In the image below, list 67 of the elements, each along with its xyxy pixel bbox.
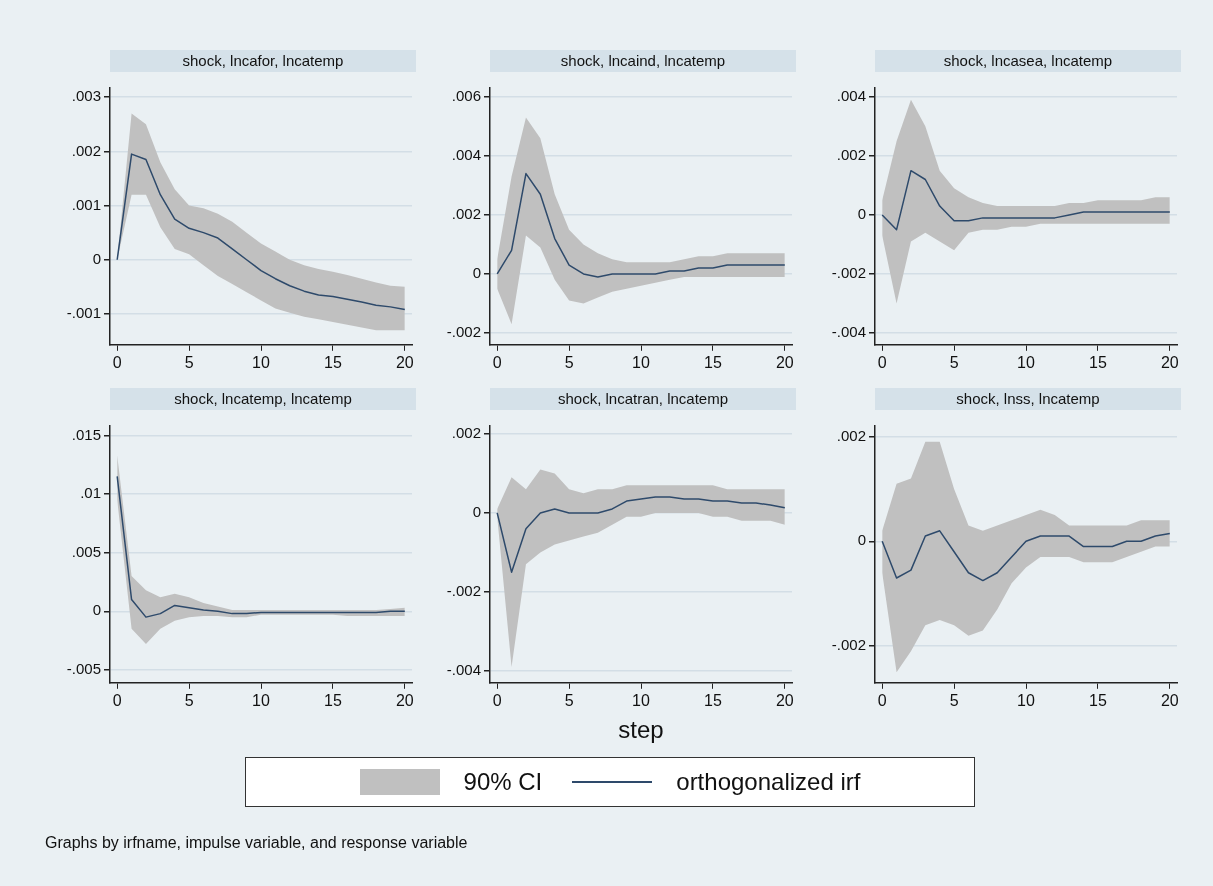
y-tick-label: -.004 [446,661,481,679]
x-tick-label: 5 [184,353,194,371]
y-tick-label: .005 [71,542,101,560]
y-tick-label: 0 [472,264,481,282]
legend-title: 90% CI [463,768,543,796]
x-tick-label: 15 [324,353,342,371]
x-tick-label: 0 [877,353,887,371]
x-tick-label: 0 [112,691,122,709]
x-tick-label: 0 [877,691,887,709]
x-tick-label: 10 [252,691,270,709]
chart-title: shock, lncasea, lncatemp [875,50,1181,72]
y-tick-label: .006 [451,87,481,104]
chart-title: shock, lnss, lncatemp [875,388,1181,410]
x-tick-label: 0 [492,353,502,371]
x-tick-label: 15 [324,691,342,709]
y-tick-label: -.004 [831,323,866,341]
x-tick-label: 20 [395,353,414,371]
x-tick-label: 20 [1160,691,1179,709]
x-tick-label: 10 [1017,691,1035,709]
y-tick-label: .003 [71,87,101,105]
y-tick-label: .002 [451,424,481,442]
y-tick-label: 0 [472,503,481,521]
y-tick-label: .002 [451,205,481,223]
x-tick-label: 5 [949,353,959,371]
y-tick-label: 0 [92,249,101,267]
y-tick-label: .015 [71,425,101,443]
x-tick-label: 10 [632,691,650,709]
y-tick-label: -.005 [66,660,101,678]
text: Graphs by irfname, impulse variable, and response variable [45,834,468,852]
chart-title: shock, lncatemp, lncatemp [110,388,416,410]
legend-label: orthogonalized irf [676,768,861,796]
y-tick-label: .01 [80,484,101,502]
x-tick-label: 10 [632,353,650,371]
y-tick-label: 0 [857,531,866,549]
x-tick-label: 5 [564,353,574,371]
y-tick-label: .002 [71,141,101,159]
x-tick-label: 20 [775,353,794,371]
x-tick-label: 15 [1089,691,1107,709]
x-tick-label: 10 [252,353,270,371]
y-tick-label: -.002 [831,636,866,654]
x-tick-label: 5 [564,691,574,709]
x-tick-label: 15 [704,691,722,709]
x-tick-label: 20 [775,691,794,709]
chart-title: shock, lncatran, lncatemp [490,388,796,410]
y-tick-label: 0 [92,601,101,619]
x-tick-label: 15 [1089,353,1107,371]
x-tick-label: 5 [184,691,194,709]
chart-title: shock, lncaind, lncatemp [490,50,796,72]
y-tick-label: 0 [857,205,866,223]
y-tick-label: .002 [836,146,866,164]
chart-title: shock, lncafor, lncatemp [110,50,416,72]
x-tick-label: 15 [704,353,722,371]
y-tick-label: .001 [71,195,101,213]
y-tick-label: .004 [836,87,866,104]
x-tick-label: 0 [112,353,122,371]
y-tick-label: -.002 [831,264,866,282]
x-tick-label: 0 [492,691,502,709]
y-tick-label: -.002 [446,323,481,341]
x-tick-label: 20 [395,691,414,709]
x-tick-label: 20 [1160,353,1179,371]
y-tick-label: -.001 [66,304,101,322]
x-axis-title: step [618,716,664,744]
y-tick-label: -.002 [446,582,481,600]
x-tick-label: 5 [949,691,959,709]
y-tick-label: .002 [836,426,866,444]
y-tick-label: .004 [451,146,481,164]
x-tick-label: 10 [1017,353,1035,371]
